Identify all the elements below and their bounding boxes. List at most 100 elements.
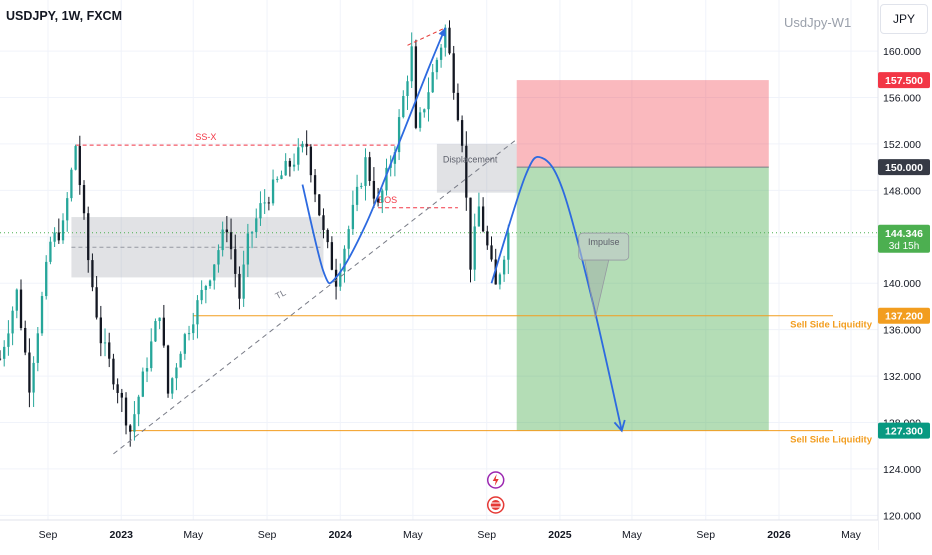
- candle-body[interactable]: [45, 261, 48, 297]
- trendline[interactable]: [113, 138, 518, 455]
- candle-body[interactable]: [313, 175, 317, 195]
- candle-body[interactable]: [133, 414, 136, 432]
- candle-body[interactable]: [99, 317, 102, 344]
- candle-body[interactable]: [28, 352, 31, 393]
- candle-body[interactable]: [196, 300, 199, 325]
- candle-body[interactable]: [95, 287, 98, 318]
- candle-body[interactable]: [402, 96, 405, 118]
- candle-body[interactable]: [473, 226, 476, 270]
- candle-body[interactable]: [381, 190, 384, 203]
- candle-body[interactable]: [112, 358, 115, 385]
- candles[interactable]: [0, 20, 510, 447]
- candle-body[interactable]: [19, 289, 23, 328]
- candle-body[interactable]: [477, 206, 481, 227]
- candle-body[interactable]: [418, 112, 422, 128]
- candle-body[interactable]: [288, 160, 292, 167]
- candle-body[interactable]: [351, 204, 355, 230]
- candle-body[interactable]: [11, 310, 14, 334]
- candle-body[interactable]: [376, 198, 380, 203]
- candle-body[interactable]: [103, 342, 107, 344]
- candle-body[interactable]: [284, 160, 287, 176]
- candle-body[interactable]: [469, 197, 472, 270]
- candle-body[interactable]: [246, 233, 250, 265]
- candle-body[interactable]: [137, 396, 140, 415]
- event-icons[interactable]: [486, 471, 505, 514]
- candle-body[interactable]: [36, 333, 39, 363]
- candle-body[interactable]: [129, 425, 132, 432]
- candle-body[interactable]: [24, 327, 27, 353]
- candle-body[interactable]: [301, 143, 304, 148]
- candle-body[interactable]: [414, 46, 418, 128]
- candle-body[interactable]: [456, 92, 460, 121]
- candle-body[interactable]: [481, 206, 485, 232]
- candle-body[interactable]: [7, 333, 10, 347]
- candle-body[interactable]: [225, 229, 229, 233]
- candle-body[interactable]: [292, 164, 296, 167]
- candle-body[interactable]: [213, 264, 216, 281]
- candle-body[interactable]: [204, 285, 208, 290]
- candle-body[interactable]: [116, 384, 119, 393]
- candle-body[interactable]: [444, 27, 447, 48]
- candle-body[interactable]: [502, 259, 506, 275]
- candle-body[interactable]: [276, 178, 279, 180]
- currency-selector[interactable]: JPY: [880, 4, 928, 34]
- candle-body[interactable]: [141, 371, 144, 397]
- candle-body[interactable]: [259, 203, 262, 219]
- candle-body[interactable]: [427, 92, 430, 110]
- candle-body[interactable]: [221, 229, 224, 251]
- candle-body[interactable]: [460, 120, 464, 146]
- candle-body[interactable]: [452, 53, 455, 93]
- candle-body[interactable]: [57, 232, 60, 241]
- candle-body[interactable]: [271, 179, 275, 204]
- candle-body[interactable]: [364, 157, 367, 186]
- candle-body[interactable]: [372, 180, 376, 199]
- candle-body[interactable]: [49, 241, 52, 262]
- candle-body[interactable]: [410, 46, 413, 82]
- candle-body[interactable]: [162, 317, 165, 346]
- symbol-title[interactable]: USDJPY, 1W, FXCM: [6, 9, 122, 23]
- candle-body[interactable]: [465, 145, 468, 198]
- candle-body[interactable]: [87, 213, 90, 261]
- candle-body[interactable]: [200, 289, 203, 301]
- time-axis[interactable]: Sep 2023 May Sep 2024 May Sep 2025 May Sep 2026 May: [0, 519, 878, 550]
- candle-body[interactable]: [91, 260, 94, 288]
- candle-body[interactable]: [498, 274, 502, 285]
- candle-body[interactable]: [108, 342, 111, 359]
- candle-body[interactable]: [166, 345, 170, 394]
- candle-body[interactable]: [145, 368, 149, 372]
- candle-body[interactable]: [326, 229, 329, 243]
- candle-body[interactable]: [393, 152, 397, 164]
- historical-swing-path[interactable]: [301, 27, 447, 285]
- candle-body[interactable]: [280, 175, 283, 179]
- candle-body[interactable]: [32, 362, 35, 393]
- candle-body[interactable]: [78, 146, 81, 186]
- candle-body[interactable]: [309, 146, 313, 176]
- candle-body[interactable]: [355, 186, 359, 205]
- candle-body[interactable]: [171, 378, 174, 394]
- candle-body[interactable]: [179, 353, 182, 368]
- candle-body[interactable]: [242, 264, 245, 299]
- projection-path[interactable]: [490, 155, 623, 431]
- candle-body[interactable]: [397, 117, 401, 153]
- candle-body[interactable]: [70, 169, 73, 199]
- candle-body[interactable]: [150, 341, 153, 369]
- candle-body[interactable]: [74, 146, 77, 170]
- candle-body[interactable]: [250, 232, 254, 234]
- candle-body[interactable]: [439, 47, 443, 60]
- candle-body[interactable]: [175, 367, 178, 379]
- impulse-callout[interactable]: [578, 232, 630, 261]
- candle-body[interactable]: [507, 232, 510, 260]
- candle-body[interactable]: [263, 202, 266, 204]
- candle-body[interactable]: [192, 324, 195, 334]
- candle-body[interactable]: [234, 249, 237, 274]
- candle-body[interactable]: [124, 397, 128, 426]
- candle-body[interactable]: [15, 289, 18, 311]
- candle-body[interactable]: [431, 72, 434, 93]
- candle-body[interactable]: [217, 250, 220, 265]
- candle-body[interactable]: [208, 280, 212, 286]
- price-axis[interactable]: 120.000124.000128.000132.000136.000140.0…: [877, 0, 932, 550]
- candle-body[interactable]: [82, 185, 86, 214]
- candle-body[interactable]: [435, 59, 439, 73]
- candle-body[interactable]: [158, 317, 161, 322]
